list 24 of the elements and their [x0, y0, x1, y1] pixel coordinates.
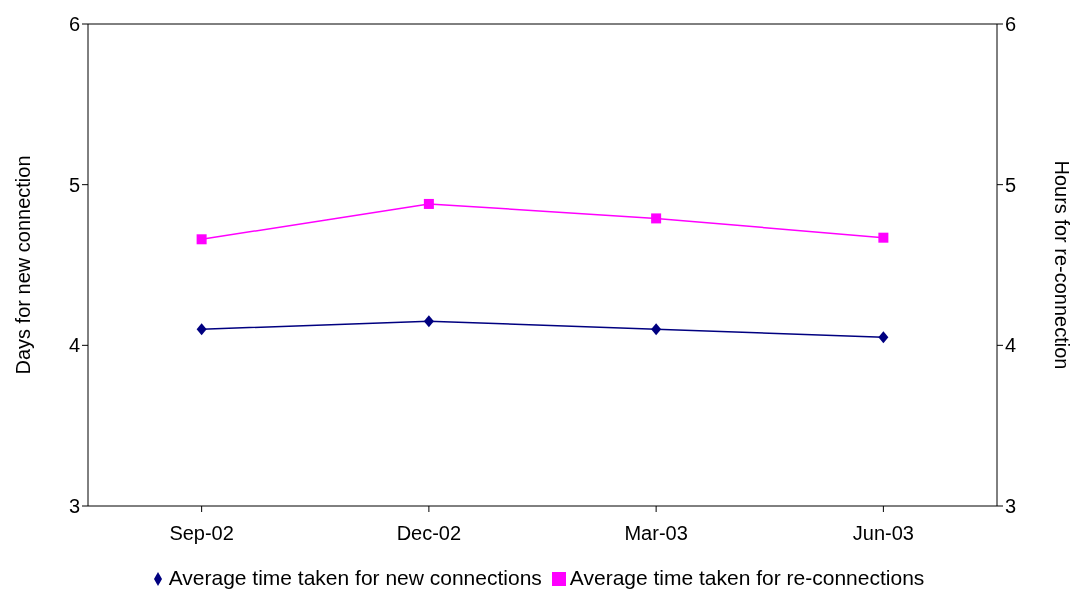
y-tick-label: 4: [68, 334, 80, 357]
point: [878, 232, 889, 243]
y2-tick-label: 4: [1005, 334, 1017, 357]
point: [423, 198, 434, 209]
y-tick-label: 5: [68, 173, 80, 196]
point: [423, 315, 434, 328]
x-tick-label: Mar-03: [624, 522, 688, 545]
y2-tick-label: 3: [1005, 495, 1017, 518]
y-axis-title: Days for new connection: [12, 155, 35, 375]
y-tick-label: 6: [68, 13, 80, 36]
x-tick-label: Dec-02: [396, 522, 462, 545]
point: [651, 323, 662, 336]
y2-axis-title: Hours for re-connection: [1050, 160, 1073, 370]
point: [196, 234, 207, 245]
point: [878, 331, 889, 344]
y2-tick-label: 5: [1005, 173, 1017, 196]
y2-tick-label: 6: [1005, 13, 1017, 36]
x-tick-label: Jun-03: [852, 522, 914, 545]
point: [651, 213, 662, 224]
x-tick-label: Sep-02: [169, 522, 234, 545]
legend-label: Average time taken for re-connections: [569, 566, 925, 589]
y-tick-label: 3: [68, 495, 80, 518]
point: [196, 323, 207, 336]
legend-label: Average time taken for new connections: [168, 566, 542, 589]
